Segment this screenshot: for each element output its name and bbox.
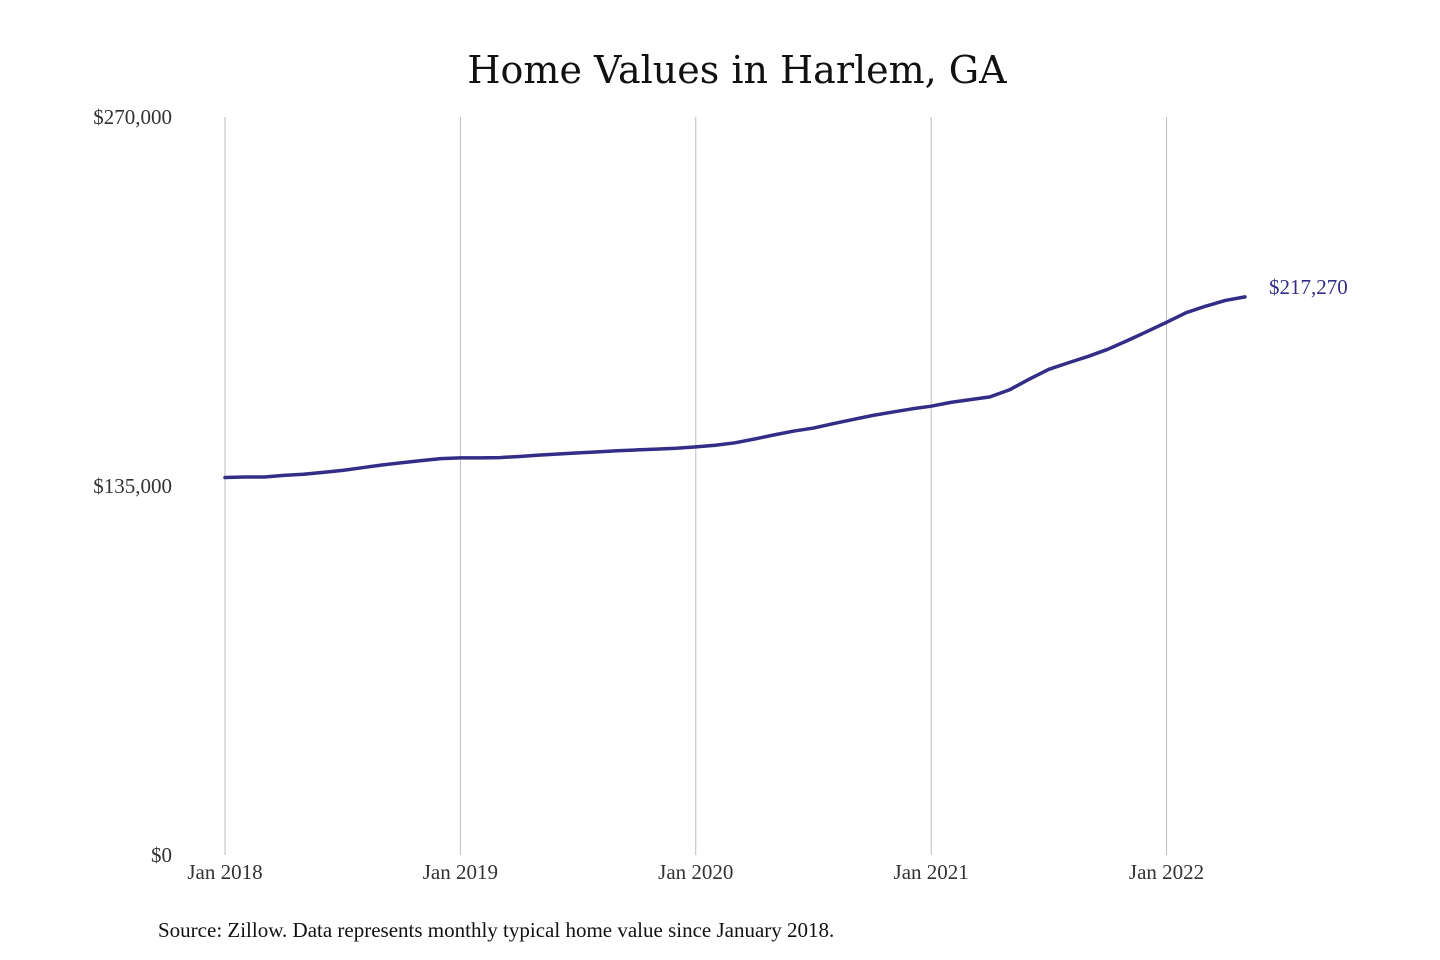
x-tick-label: Jan 2022 [1129, 860, 1204, 884]
x-tick-label: Jan 2020 [658, 860, 733, 884]
series-line [223, 295, 1247, 480]
x-tick-label: Jan 2021 [894, 860, 969, 884]
gridlines [224, 117, 1168, 855]
end-value-label: $217,270 [1269, 275, 1348, 299]
x-tick-label: Jan 2019 [423, 860, 498, 884]
x-axis-tick-labels: Jan 2018 Jan 2019 Jan 2020 Jan 2021 Jan 2022 [187, 860, 1204, 884]
x-tick-label: Jan 2018 [187, 860, 262, 884]
y-tick-label: $0 [151, 843, 172, 867]
chart-title: Home Values in Harlem, GA [467, 48, 1007, 92]
y-axis-tick-labels: $0 $135,000 $270,000 [93, 105, 172, 867]
y-tick-label: $135,000 [93, 474, 172, 498]
source-note: Source: Zillow. Data represents monthly … [158, 918, 834, 942]
y-tick-label: $270,000 [93, 105, 172, 129]
